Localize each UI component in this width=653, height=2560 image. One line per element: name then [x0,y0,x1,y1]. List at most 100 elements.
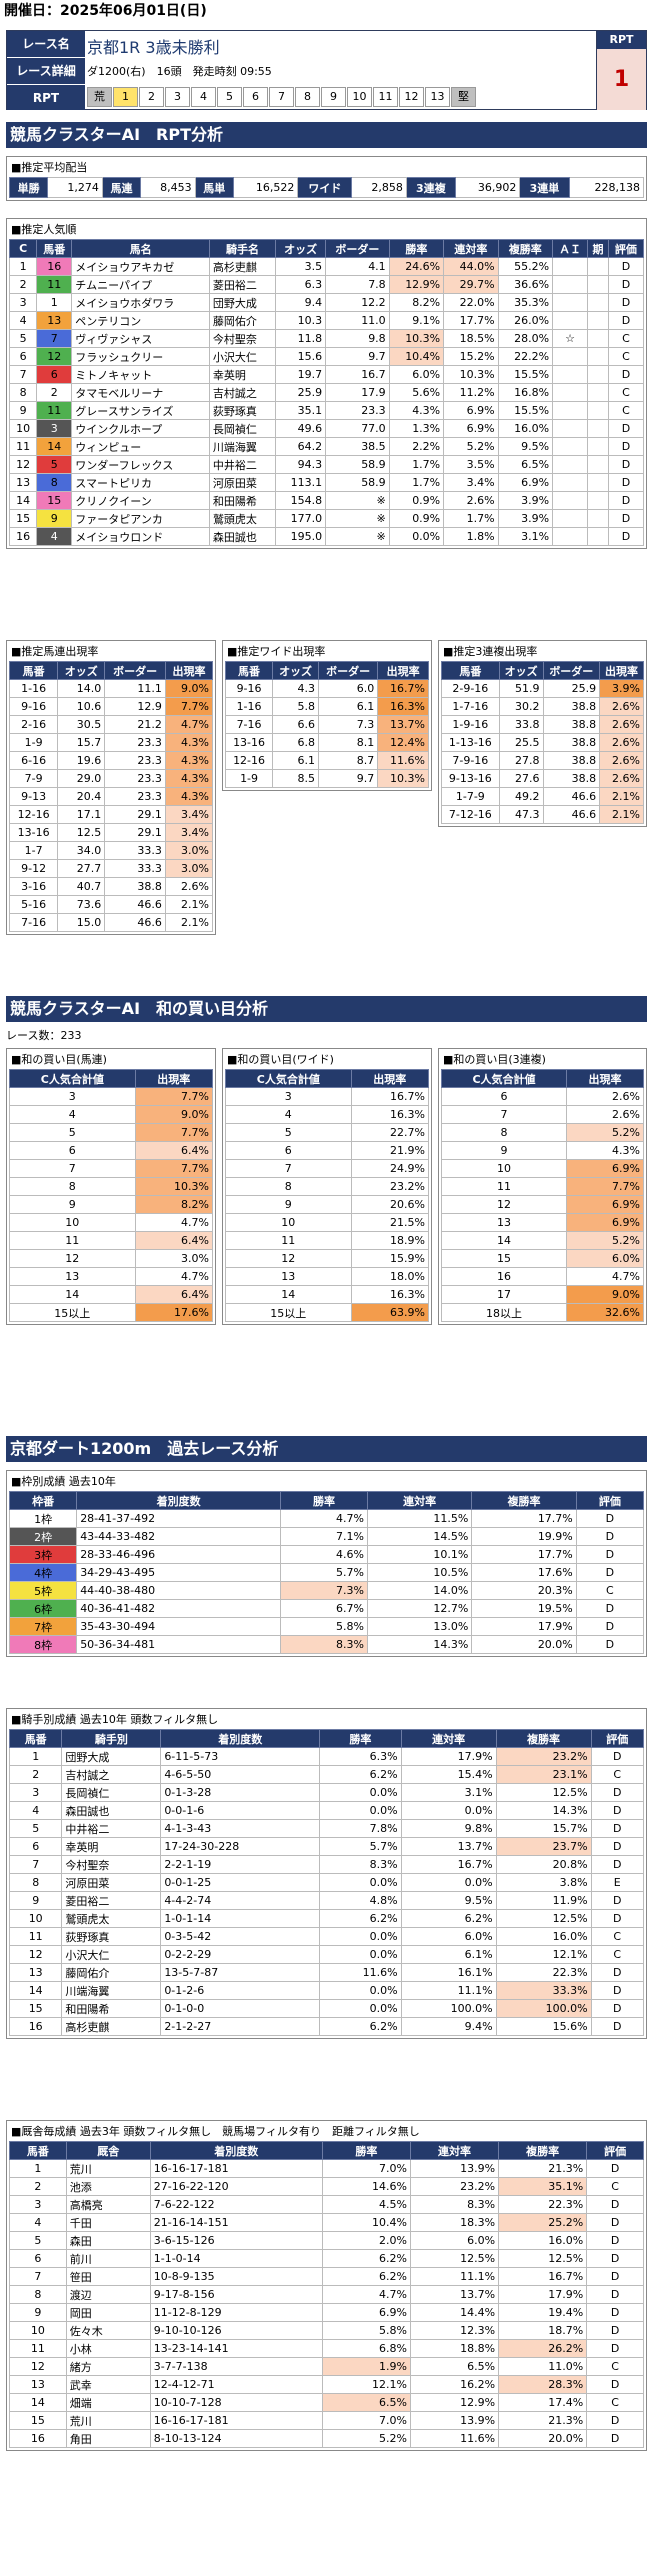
table-cell: 17 [441,1285,567,1304]
table-cell: 吉村誠之 [61,1765,162,1784]
table-cell: 3.1% [400,1783,497,1802]
table-cell: 15.2% [443,347,499,366]
race-count: レース数：233 [6,1029,82,1042]
table-cell: 8.3% [409,2195,500,2214]
table-cell: 7 [36,329,73,348]
table-cell: 9.5% [400,1891,497,1910]
table-row: 7 6 ミトノキャット 幸英明 19.7 16.7 6.0% 10.3% 15.5% D [8,365,645,384]
table-cell: 11.2% [443,383,499,402]
table-cell: 21.9% [350,1141,430,1160]
table-cell: 14 [225,1285,352,1304]
table-row: 13-16 6.8 8.1 12.4% [224,733,429,752]
popularity-table: C 馬番 馬名 騎手名 オッズ ボーダー 勝率 連対率 複勝率 ＡＩ 期評価 1 16 メイショウアキカゼ… [8,239,645,546]
table-cell: 6.2% [319,2017,402,2036]
table-cell [552,311,589,330]
payout-value: 2,858 [351,177,407,198]
table-cell: 6.9% [565,1159,645,1178]
table-cell: C [607,329,645,348]
table-cell: 24.6% [388,257,445,276]
table-cell: D [575,1635,645,1654]
table-cell [587,257,609,276]
table-row: 6 2.6% [441,1087,645,1106]
table-cell: 4 [225,1105,352,1124]
table-cell: 13-16 [8,823,59,842]
table-cell: C [607,383,645,402]
waku-table: 枠番 着別度数 勝率 連対率 複勝率 評価 1枠 28-41-37-492 4.7% 11.5% 1… [8,1491,645,1654]
table-row: 14 川端海翼 0-1-2-6 0.0% 11.1% 33.3% D [8,1981,645,2000]
table-cell: 16.8% [497,383,554,402]
column-header: ボーダー [325,239,390,258]
table-cell: 13 [8,473,38,492]
table-cell: 10 [8,419,38,438]
table-cell: 武幸 [65,2375,151,2394]
table-row: 17 9.0% [441,1285,645,1304]
table-cell: 前川 [65,2249,151,2268]
table-cell: 25.5 [498,733,544,752]
table-cell: 7-9 [8,769,59,788]
table-cell: 23.7% [495,1837,592,1856]
table-cell: 14 [441,1231,567,1250]
table-cell [552,419,589,438]
table-cell: 2.6% [599,769,644,788]
table-cell: 21-16-14-151 [149,2213,323,2232]
table-cell: 28-33-46-496 [76,1545,282,1564]
table-cell: 11 [441,1177,567,1196]
table-cell: 畑端 [65,2393,151,2412]
table-cell: 4 [8,1801,63,1820]
table-row: 1-9 8.5 9.7 10.3% [224,769,429,788]
table-cell: 29.1 [104,805,166,824]
table-cell: 6.9% [497,473,554,492]
table-cell: 6.6 [272,715,320,734]
rpt-scale-cell: 荒 [87,87,112,107]
jockey-box: ■騎手別成績 過去10年 頭数フィルタ無し 馬番 騎手別 着別度数 勝率 連対率 複勝率評… [6,1708,647,2039]
table-cell: 7-9-16 [441,751,500,770]
table-row: 3-16 40.7 38.8 2.6% [8,877,214,896]
table-cell [587,455,609,474]
table-cell: 幸英明 [208,365,277,384]
column-header: 馬番 [224,661,274,680]
table-row: 16 4.7% [441,1267,645,1286]
table-cell: 0.0% [319,1981,402,2000]
table-cell: 14.4% [409,2303,500,2322]
table-cell: 11.6% [409,2429,500,2448]
table-row: 5 7.7% [9,1123,214,1142]
table-row: 12 6.9% [441,1195,645,1214]
table-cell: 14.6% [321,2177,411,2196]
table-cell: 15.4% [400,1765,497,1784]
table-cell: 10 [8,1909,63,1928]
column-header: 複勝率 [495,1729,592,1748]
table-cell: 28-41-37-492 [76,1509,282,1528]
table-cell: 3-7-7-138 [149,2357,323,2376]
table-cell: 2-9-16 [441,679,500,698]
table-cell: 16.7 [325,365,390,384]
column-header: オッズ [272,661,320,680]
section-past: 京都ダート1200m 過去レース分析 [6,1436,647,1462]
table-cell: 7.7% [134,1159,214,1178]
column-header: 連対率 [443,239,499,258]
table-cell: D [586,2303,644,2322]
payout-type: ワイド [297,177,353,198]
table-cell: D [586,2249,644,2268]
table-cell: 渡辺 [65,2285,151,2304]
jockey-caption: ■騎手別成績 過去10年 頭数フィルタ無し [11,1713,219,1726]
payout-table: 単勝 1,274 馬連 8,453 馬単 16,522 ワイド 2,858 3連複 36,902 3… [8,177,645,198]
table-cell: 3.8% [495,1873,592,1892]
table-cell: D [586,2411,644,2430]
table-cell: 菱田裕二 [61,1891,162,1910]
table-cell: 1 [8,1747,63,1766]
table-cell: 3.0% [164,859,214,878]
table-row: 7 24.9% [225,1159,430,1178]
table-cell: 44.0% [443,257,499,276]
table-cell: 14.0% [366,1581,473,1600]
table-cell [552,473,589,492]
table-cell: D [607,257,645,276]
table-row: 7 2.6% [441,1105,645,1124]
table-cell: 4.7% [164,715,214,734]
table-cell [552,293,589,312]
table-row: 15 和田陽希 0-1-0-0 0.0% 100.0% 100.0% D [8,1999,645,2018]
table-row: 9-12 27.7 33.3 3.0% [8,859,214,878]
table-cell: 12 [36,347,73,366]
table-cell: D [590,1801,645,1820]
table-cell: 6枠 [8,1599,78,1618]
wide-table: 馬番 オッズ ボーダー 出現率 9-16 4.3 6.0 16.7% 1-16 5.8 6.1 16.… [224,661,429,788]
